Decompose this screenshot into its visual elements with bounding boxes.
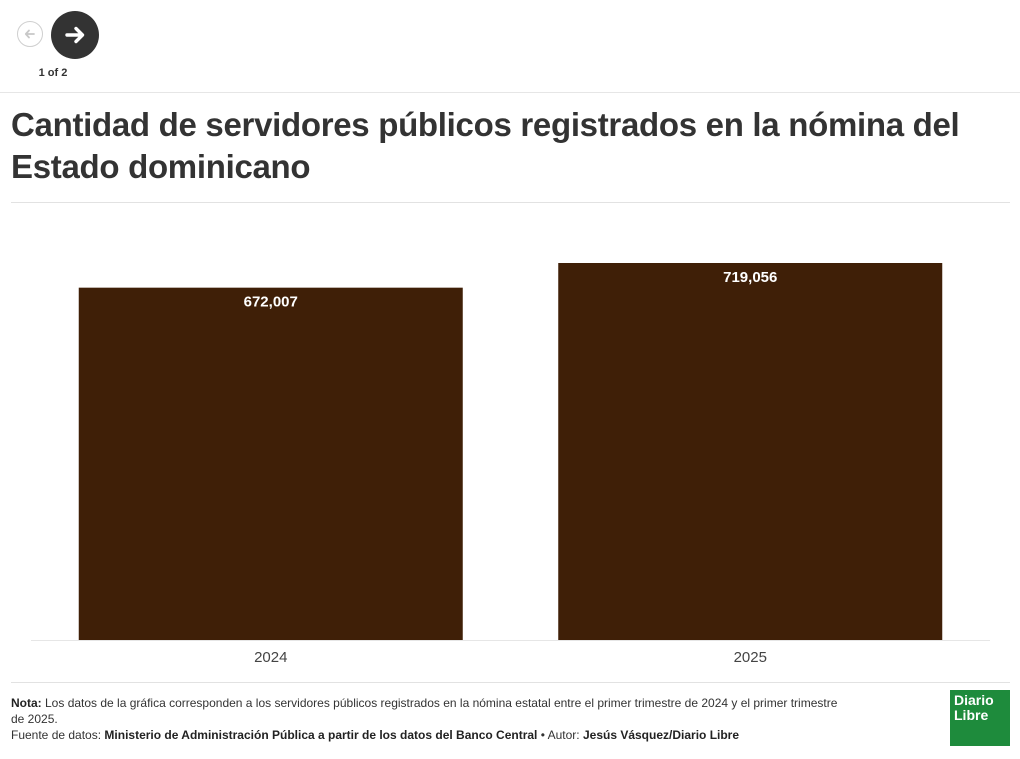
pager-indicator: 1 of 2 xyxy=(38,67,68,79)
slide-navigation: 1 of 2 xyxy=(0,0,1020,93)
arrow-left-icon xyxy=(24,29,35,39)
chart-title: Cantidad de servidores públicos registra… xyxy=(11,106,960,185)
logo-line-1: Diario xyxy=(954,692,994,708)
note-text: Los datos de la gráfica corresponden a l… xyxy=(11,696,838,726)
title-divider xyxy=(11,202,1010,203)
separator: • xyxy=(537,728,548,742)
note-label: Nota: xyxy=(11,696,42,710)
next-button[interactable] xyxy=(51,11,99,59)
previous-button[interactable] xyxy=(17,21,43,47)
bar-chart: 672,007 2024 719,056 2025 xyxy=(31,263,990,666)
source-text: Ministerio de Administración Pública a p… xyxy=(104,728,538,742)
author-label: Autor: xyxy=(547,728,583,742)
data-label-2024: 672,007 xyxy=(244,294,298,311)
author-text: Jesús Vásquez/Diario Libre xyxy=(582,728,740,742)
data-label-2025: 719,056 xyxy=(723,269,777,286)
x-tick-label-2025: 2025 xyxy=(734,649,767,666)
x-tick-label-2024: 2024 xyxy=(254,649,287,666)
bar-2024 xyxy=(78,287,463,640)
chart-notes: Nota: Los datos de la gráfica correspond… xyxy=(11,695,841,743)
footer-divider xyxy=(11,682,1010,683)
logo-line-2: Libre xyxy=(954,707,989,723)
diario-libre-logo[interactable]: Diario Libre xyxy=(950,690,1010,746)
bar-2025 xyxy=(558,263,943,640)
source-line: Fuente de datos: Ministerio de Administr… xyxy=(11,727,841,743)
source-label: Fuente de datos: xyxy=(11,728,105,742)
arrow-right-icon xyxy=(65,26,85,44)
note-line: Nota: Los datos de la gráfica correspond… xyxy=(11,695,841,727)
